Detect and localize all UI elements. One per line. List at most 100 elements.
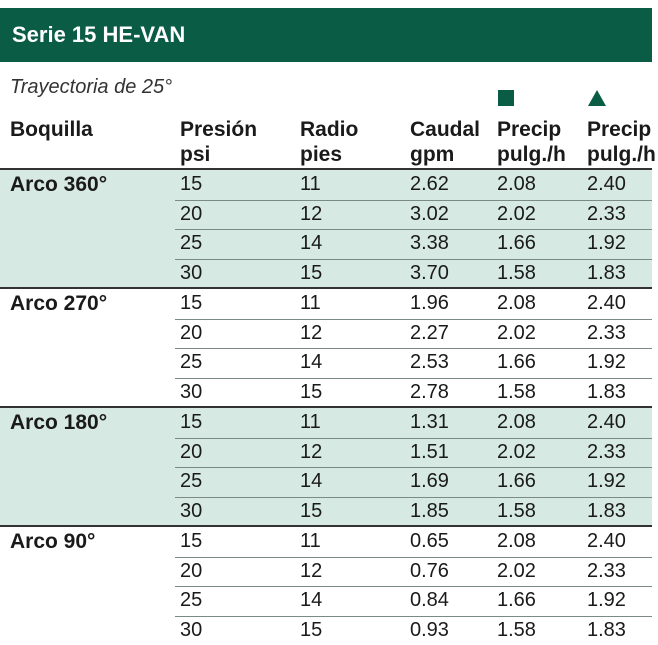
cell: 1.92 [587, 470, 626, 492]
row-divider [175, 318, 652, 320]
triangle-icon [588, 90, 606, 106]
cell: 2.08 [497, 530, 536, 552]
column-header: Caudal [410, 118, 481, 141]
cell: 15 [300, 499, 323, 522]
cell: 2.02 [497, 321, 536, 344]
cell: 25 [180, 232, 203, 254]
cell: 20 [180, 202, 203, 225]
row-divider [175, 229, 652, 230]
cell: 0.84 [410, 589, 449, 611]
group-label: Arco 270° [10, 292, 108, 315]
cell: 11 [300, 292, 321, 314]
cell: 14 [300, 470, 323, 492]
cell: 15 [180, 411, 203, 433]
cell: 2.33 [587, 559, 626, 582]
cell: 15 [300, 380, 323, 403]
cell: 1.66 [497, 589, 536, 611]
cell: 20 [180, 559, 203, 582]
row-divider [175, 199, 652, 201]
cell: 1.92 [587, 351, 626, 373]
cell: 20 [180, 440, 203, 463]
row-divider [175, 586, 652, 587]
cell: 15 [180, 292, 203, 314]
subtitle: Trayectoria de 25° [10, 76, 173, 98]
cell: 1.66 [497, 351, 536, 373]
cell: 30 [180, 380, 203, 403]
column-unit: pulg./h [497, 143, 566, 166]
column-header: Radio [300, 118, 359, 141]
row-divider [175, 615, 652, 617]
cell: 20 [180, 321, 203, 344]
cell: 15 [300, 618, 323, 641]
cell: 15 [300, 261, 323, 284]
group-label: Arco 180° [10, 411, 108, 434]
cell: 3.02 [410, 202, 449, 225]
cell: 14 [300, 589, 323, 611]
cell: 12 [300, 202, 323, 225]
cell: 0.76 [410, 559, 449, 582]
cell: 2.33 [587, 440, 626, 463]
cell: 1.66 [497, 470, 536, 492]
cell: 2.40 [587, 530, 626, 552]
cell: 14 [300, 351, 323, 373]
cell: 1.58 [497, 261, 536, 284]
cell: 12 [300, 440, 323, 463]
cell: 2.08 [497, 411, 536, 433]
row-group: Arco 360° 15 11 2.62 2.08 2.40 20 12 3.02 2.02 2.3… [0, 170, 652, 288]
cell: 2.40 [587, 173, 626, 195]
row-group: Arco 180° 15 11 1.31 2.08 2.40 20 12 1.51 2.02 2.3… [0, 408, 652, 526]
cell: 2.02 [497, 202, 536, 225]
cell: 1.96 [410, 292, 449, 314]
row-group: Arco 90° 15 11 0.65 2.08 2.40 20 12 0.76 2.02 2.33… [0, 527, 652, 645]
cell: 1.83 [587, 380, 626, 403]
group-divider [0, 287, 652, 289]
group-divider [0, 525, 652, 527]
group-divider [0, 168, 652, 170]
cell: 2.02 [497, 440, 536, 463]
column-header: Precip [497, 118, 562, 141]
cell: 2.62 [410, 173, 449, 195]
cell: 11 [300, 411, 321, 433]
cell: 1.51 [410, 440, 449, 463]
column-unit: gpm [410, 143, 455, 166]
cell: 1.66 [497, 232, 536, 254]
row-group: Arco 270° 15 11 1.96 2.08 2.40 20 12 2.27 2.02 2.3… [0, 289, 652, 407]
cell: 14 [300, 232, 323, 254]
cell: 11 [300, 530, 321, 552]
column-header: Precip [587, 118, 652, 141]
cell: 1.92 [587, 232, 626, 254]
cell: 30 [180, 261, 203, 284]
cell: 2.02 [497, 559, 536, 582]
cell: 2.33 [587, 321, 626, 344]
cell: 15 [180, 173, 203, 195]
cell: 1.31 [410, 411, 449, 433]
row-divider [175, 258, 652, 260]
cell: 1.92 [587, 589, 626, 611]
group-label: Arco 90° [10, 530, 96, 553]
square-icon [498, 90, 514, 106]
cell: 2.53 [410, 351, 449, 373]
cell: 1.69 [410, 470, 449, 492]
header-title: Serie 15 HE-VAN [12, 22, 186, 47]
cell: 1.83 [587, 261, 626, 284]
column-unit: pulg./h [587, 143, 656, 166]
cell: 25 [180, 351, 203, 373]
cell: 2.33 [587, 202, 626, 225]
cell: 1.83 [587, 499, 626, 522]
cell: 3.70 [410, 261, 449, 284]
cell: 3.38 [410, 232, 449, 254]
row-divider [175, 348, 652, 349]
cell: 11 [300, 173, 321, 195]
row-divider [175, 377, 652, 379]
cell: 1.85 [410, 499, 449, 522]
row-divider [175, 556, 652, 558]
cell: 1.58 [497, 380, 536, 403]
group-divider [0, 406, 652, 408]
cell: 12 [300, 321, 323, 344]
column-header: Presión [180, 118, 258, 141]
cell: 2.27 [410, 321, 449, 344]
cell: 2.40 [587, 292, 626, 314]
header-bar: Serie 15 HE-VAN [0, 8, 652, 62]
row-divider [175, 467, 652, 468]
